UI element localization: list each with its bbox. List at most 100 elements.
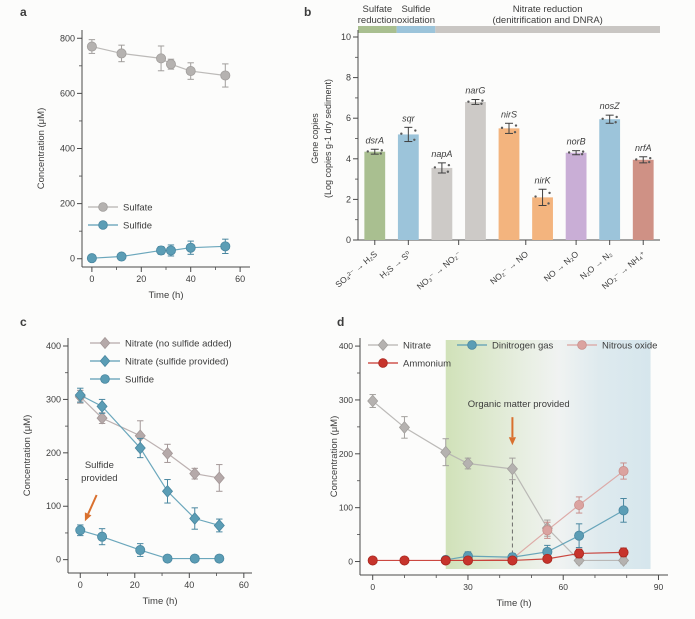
svg-text:H₂S → S⁰: H₂S → S⁰	[378, 249, 414, 281]
svg-text:6: 6	[346, 113, 351, 123]
svg-text:Sulfide: Sulfide	[85, 460, 114, 471]
panel-label-a: a	[20, 5, 27, 19]
svg-text:NO₃⁻ → NO₂⁻: NO₃⁻ → NO₂⁻	[415, 249, 464, 292]
panel-d-chart: 0 100 200 300 400 0 30 60 90 Time (h) Concentratio…	[330, 315, 668, 609]
svg-text:Organic matter provided: Organic matter provided	[468, 399, 570, 410]
legend: Nitrate Ammonium Dinitrogen gas Nitrous oxi…	[368, 338, 657, 369]
svg-text:400: 400	[60, 144, 75, 154]
svg-text:8: 8	[346, 73, 351, 83]
svg-text:100: 100	[339, 503, 353, 513]
svg-text:0: 0	[56, 555, 61, 565]
axes: 0 100 200 300 400 0 30 60 90 Time (h) Concentratio…	[330, 338, 668, 609]
svg-text:0: 0	[89, 274, 94, 284]
svg-text:nirS: nirS	[501, 109, 517, 119]
svg-text:20: 20	[130, 580, 140, 590]
svg-text:0: 0	[78, 580, 83, 590]
svg-text:Nitrous oxide: Nitrous oxide	[602, 340, 657, 351]
svg-text:Ammonium: Ammonium	[403, 358, 451, 369]
svg-text:Nitrate reduction: Nitrate reduction	[513, 4, 583, 15]
bar-sqr	[397, 134, 419, 240]
series-sulfide	[86, 238, 231, 264]
series-sulfide	[75, 524, 225, 564]
svg-text:Sulfide: Sulfide	[125, 374, 154, 385]
svg-text:400: 400	[46, 341, 61, 351]
svg-text:0: 0	[70, 254, 75, 264]
svg-text:nirK: nirK	[535, 175, 552, 185]
svg-text:200: 200	[339, 449, 353, 459]
series-sulfate	[86, 39, 231, 88]
svg-text:20: 20	[136, 274, 146, 284]
svg-text:nrfA: nrfA	[635, 143, 652, 153]
legend: Sulfate Sulfide	[88, 202, 153, 231]
svg-text:800: 800	[60, 33, 75, 43]
svg-text:Concentration (μM): Concentration (μM)	[22, 415, 33, 497]
svg-text:2: 2	[346, 194, 351, 204]
svg-text:narG: narG	[465, 86, 485, 96]
svg-text:(denitrification and DNRA): (denitrification and DNRA)	[492, 15, 602, 26]
svg-text:NO → N₂O: NO → N₂O	[542, 249, 581, 284]
svg-text:10: 10	[341, 32, 351, 42]
svg-text:200: 200	[46, 448, 61, 458]
svg-text:reduction: reduction	[358, 15, 397, 26]
legend: Nitrate (no sulfide added) Nitrate (sulfi…	[90, 336, 232, 385]
svg-text:dsrA: dsrA	[366, 135, 385, 145]
svg-text:oxidation: oxidation	[397, 15, 435, 26]
svg-text:provided: provided	[81, 473, 117, 484]
svg-text:90: 90	[654, 582, 664, 592]
svg-text:sqr: sqr	[402, 113, 416, 123]
bar-nirK	[532, 197, 553, 240]
svg-text:0: 0	[348, 557, 353, 567]
panel-label-d: d	[337, 315, 344, 329]
bar-nrfA	[632, 159, 654, 240]
series-ammonium	[367, 547, 629, 566]
svg-text:napA: napA	[431, 149, 452, 159]
svg-text:Sulfide: Sulfide	[401, 4, 430, 15]
svg-text:Concentration (μM): Concentration (μM)	[330, 416, 340, 498]
svg-text:300: 300	[339, 395, 353, 405]
svg-text:40: 40	[186, 274, 196, 284]
svg-text:600: 600	[60, 88, 75, 98]
svg-text:Dinitrogen gas: Dinitrogen gas	[492, 340, 554, 351]
svg-text:30: 30	[463, 582, 473, 592]
panel-c-chart: 0 100 200 300 400 0 20 40 60 Time (h) Concentratio…	[20, 315, 252, 607]
svg-text:Sulfide: Sulfide	[123, 220, 152, 231]
svg-text:40: 40	[184, 580, 194, 590]
svg-text:Nitrate (sulfide provided): Nitrate (sulfide provided)	[125, 356, 229, 367]
bar-narG	[465, 101, 486, 241]
svg-text:0: 0	[370, 582, 375, 592]
bar-napA	[431, 167, 453, 240]
svg-text:Nitrate (no sulfide added): Nitrate (no sulfide added)	[125, 338, 232, 349]
svg-text:NO₂⁻ → NO: NO₂⁻ → NO	[488, 249, 530, 287]
svg-text:Time (h): Time (h)	[142, 596, 177, 607]
svg-text:200: 200	[60, 199, 75, 209]
bar-nosZ	[599, 119, 621, 240]
bar-nirS	[498, 128, 520, 240]
svg-text:Sulfate: Sulfate	[363, 4, 393, 15]
bars: dsrA sqr napA narG nirS nirK norB nosZ nrfA	[364, 86, 654, 241]
svg-text:norB: norB	[567, 137, 586, 147]
svg-text:60: 60	[239, 580, 249, 590]
bar-dsrA	[364, 151, 386, 240]
svg-text:Gene copies: Gene copies	[310, 113, 320, 164]
svg-text:Nitrate: Nitrate	[403, 340, 431, 351]
svg-text:Concentration (μM): Concentration (μM)	[36, 108, 47, 190]
panel-label-b: b	[304, 5, 311, 19]
svg-text:Sulfate: Sulfate	[123, 202, 153, 213]
svg-text:4: 4	[346, 154, 351, 164]
panel-a-chart: 0 200 400 600 800 0 20 40 60 Time (h) Concentratio…	[20, 5, 250, 301]
svg-text:0: 0	[346, 235, 351, 245]
svg-text:300: 300	[46, 394, 61, 404]
bar-norB	[565, 152, 587, 240]
svg-text:(Log copies g-1 dry sediment): (Log copies g-1 dry sediment)	[323, 79, 333, 198]
svg-text:100: 100	[46, 501, 61, 511]
svg-text:400: 400	[339, 341, 353, 351]
svg-text:nosZ: nosZ	[600, 101, 621, 111]
svg-text:Time (h): Time (h)	[148, 290, 183, 301]
axes: 0 100 200 300 400 0 20 40 60 Time (h) Concentratio…	[22, 338, 252, 607]
svg-text:60: 60	[558, 582, 568, 592]
panel-label-c: c	[20, 315, 27, 329]
